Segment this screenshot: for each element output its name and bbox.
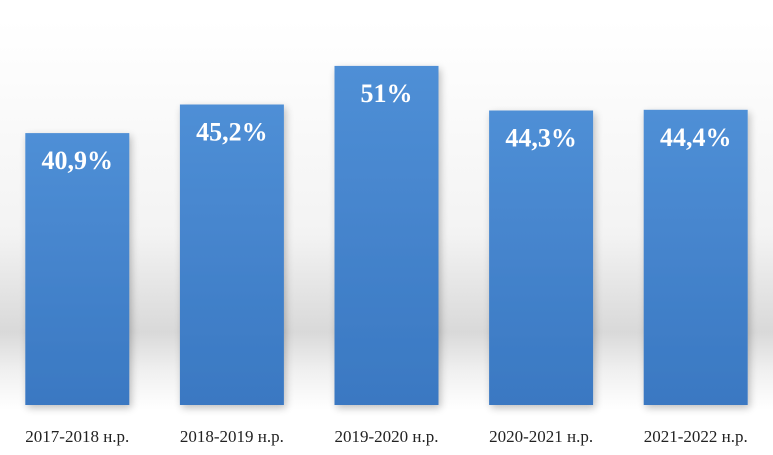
bar-5: [643, 109, 748, 406]
bars-layer: [25, 65, 748, 406]
bar-3: [334, 65, 439, 406]
bar-1: [25, 133, 130, 405]
x-tick-label-1: 2017-2018 н.р.: [25, 427, 129, 446]
x-tick-label-4: 2020-2021 н.р.: [489, 427, 593, 446]
x-tick-label-2: 2018-2019 н.р.: [180, 427, 284, 446]
bar-2: [179, 104, 284, 405]
bar-4: [489, 110, 594, 405]
x-tick-label-3: 2019-2020 н.р.: [334, 427, 438, 446]
data-label-2: 45,2%: [196, 118, 268, 147]
data-label-4: 44,3%: [505, 124, 577, 153]
x-tick-label-5: 2021-2022 н.р.: [644, 427, 748, 446]
data-label-5: 44,4%: [660, 123, 732, 152]
data-label-3: 51%: [361, 79, 413, 108]
category-axis: 2017-2018 н.р. 2018-2019 н.р. 2019-2020 н.…: [25, 427, 747, 446]
data-label-1: 40,9%: [42, 146, 114, 175]
data-labels-layer: 40,9% 45,2% 51% 44,3% 44,4%: [42, 79, 732, 175]
